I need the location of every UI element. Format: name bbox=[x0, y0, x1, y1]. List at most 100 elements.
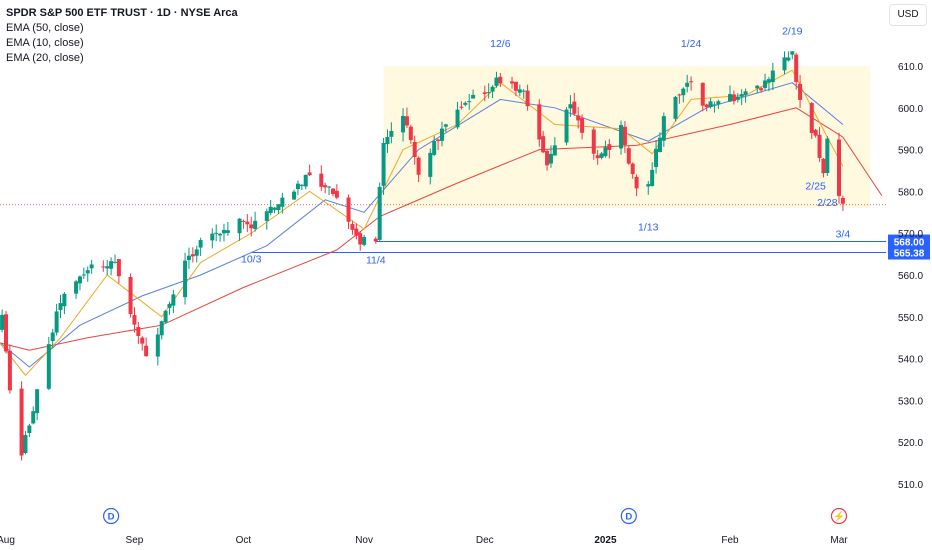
candle-body bbox=[580, 118, 585, 133]
candle-body bbox=[436, 139, 441, 142]
candle-body bbox=[840, 197, 845, 204]
symbol-title[interactable]: SPDR S&P 500 ETF TRUST · 1D · NYSE Arca bbox=[6, 7, 238, 19]
candle-body bbox=[358, 233, 363, 245]
candle-body bbox=[813, 129, 818, 136]
candle-body bbox=[140, 337, 145, 344]
candle-body bbox=[552, 145, 557, 156]
candle-body bbox=[54, 311, 59, 333]
candle-body bbox=[323, 185, 328, 188]
candle-body bbox=[825, 138, 830, 174]
candle-body bbox=[132, 315, 137, 325]
event-marker-label: D bbox=[108, 512, 115, 523]
candle-body bbox=[85, 270, 90, 274]
candle-body bbox=[330, 188, 335, 195]
candle-body bbox=[163, 310, 168, 323]
x-tick-label: Sep bbox=[126, 535, 144, 546]
candle-body bbox=[167, 303, 172, 308]
x-tick-label: Feb bbox=[721, 535, 739, 546]
candle-body bbox=[408, 126, 413, 141]
candle-body bbox=[299, 184, 304, 186]
candle-body bbox=[31, 411, 36, 424]
candle-body bbox=[327, 186, 332, 188]
candle-body bbox=[677, 94, 682, 96]
candle-body bbox=[237, 218, 242, 234]
candle-body bbox=[77, 276, 82, 284]
date-annotation: 2/28 bbox=[817, 197, 838, 209]
candle-body bbox=[766, 79, 771, 83]
candle-body bbox=[272, 207, 277, 210]
candle-body bbox=[159, 321, 164, 336]
candle-body bbox=[350, 224, 355, 230]
candle-body bbox=[650, 169, 655, 186]
x-tick-label: Mar bbox=[830, 535, 848, 546]
candle-body bbox=[194, 249, 199, 256]
candle-body bbox=[241, 220, 246, 222]
chart-legend: SPDR S&P 500 ETF TRUST · 1D · NYSE Arca … bbox=[6, 6, 238, 66]
event-marker-icon bbox=[102, 507, 120, 525]
x-tick-label: Aug bbox=[0, 535, 15, 546]
candle-body bbox=[35, 389, 40, 414]
candle-body bbox=[548, 153, 553, 164]
event-marker-label: ⚡ bbox=[833, 511, 845, 523]
candle-body bbox=[482, 92, 487, 94]
candle-body bbox=[46, 344, 51, 389]
date-annotation: 11/4 bbox=[366, 254, 386, 266]
ema10-line bbox=[0, 69, 844, 377]
candle-body bbox=[728, 94, 733, 102]
candle-body bbox=[712, 104, 717, 106]
candle-body bbox=[4, 314, 8, 352]
candle-body bbox=[716, 101, 721, 105]
date-annotation: 10/3 bbox=[241, 253, 262, 265]
y-tick-label: 550.0 bbox=[898, 313, 923, 324]
candle-body bbox=[303, 174, 308, 187]
candle-body bbox=[770, 70, 775, 83]
date-annotation: 2/19 bbox=[782, 26, 803, 38]
candle-body bbox=[708, 101, 713, 108]
candle-body bbox=[619, 125, 624, 149]
candle-body bbox=[416, 157, 421, 175]
ema50-legend[interactable]: EMA (50, close) bbox=[6, 22, 84, 34]
candle-body bbox=[404, 116, 409, 126]
candle-body bbox=[755, 85, 760, 89]
ema20-legend[interactable]: EMA (20, close) bbox=[6, 52, 84, 64]
x-tick-label: Dec bbox=[476, 535, 494, 546]
candle-body bbox=[116, 259, 121, 277]
candle-body bbox=[109, 261, 114, 269]
candle-body bbox=[210, 233, 215, 241]
ema50-line bbox=[0, 107, 883, 351]
candle-body bbox=[790, 51, 795, 55]
candle-body bbox=[743, 91, 748, 95]
x-tick-label: Nov bbox=[355, 535, 373, 546]
candle-body bbox=[155, 334, 160, 357]
candle-body bbox=[225, 230, 230, 233]
candle-body bbox=[439, 128, 444, 141]
candle-body bbox=[572, 101, 577, 114]
candle-body bbox=[467, 101, 472, 103]
candle-body bbox=[346, 197, 351, 222]
candle-body bbox=[295, 183, 300, 190]
candle-body bbox=[817, 134, 822, 158]
candle-body bbox=[595, 155, 600, 159]
candle-body bbox=[634, 176, 639, 189]
y-tick-label: 580.0 bbox=[898, 187, 923, 198]
currency-button[interactable]: USD bbox=[889, 4, 927, 26]
candle-body bbox=[486, 92, 491, 94]
candle-body bbox=[23, 435, 28, 454]
support-price-tag-0 bbox=[888, 234, 930, 249]
candle-body bbox=[171, 294, 176, 306]
date-annotation: 3/4 bbox=[836, 228, 851, 240]
support-price-label-1: 565.38 bbox=[894, 249, 925, 260]
candle-body bbox=[264, 211, 269, 221]
candle-body bbox=[661, 116, 666, 141]
ema10-legend[interactable]: EMA (10, close) bbox=[6, 37, 84, 49]
candle-body bbox=[630, 163, 635, 175]
candle-body bbox=[381, 142, 386, 186]
candle-body bbox=[673, 96, 678, 119]
candle-body bbox=[268, 206, 273, 213]
candle-body bbox=[0, 314, 5, 330]
candle-body bbox=[112, 261, 117, 263]
candle-body bbox=[646, 184, 651, 187]
support-price-label-0: 568.00 bbox=[894, 238, 925, 249]
candle-body bbox=[62, 293, 67, 307]
